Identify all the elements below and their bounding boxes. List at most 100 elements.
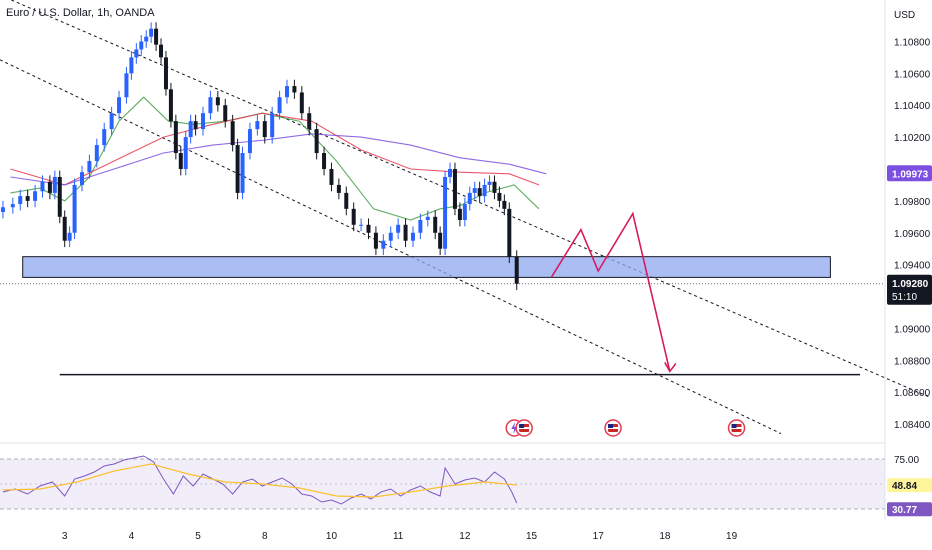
candle bbox=[117, 97, 122, 114]
rsi-ma-badge bbox=[887, 478, 932, 493]
candle bbox=[502, 200, 507, 209]
candle bbox=[329, 168, 334, 185]
candle bbox=[67, 232, 72, 241]
candle bbox=[477, 188, 482, 197]
channel-lower-line[interactable] bbox=[0, 49, 782, 435]
candle bbox=[129, 57, 134, 74]
candle bbox=[381, 240, 386, 249]
price-tick-label: 1.09600 bbox=[894, 229, 931, 240]
candle bbox=[173, 121, 178, 154]
candle bbox=[255, 121, 260, 130]
candle bbox=[57, 176, 62, 217]
candle bbox=[188, 121, 193, 138]
candle bbox=[144, 36, 149, 42]
time-tick-label: 11 bbox=[393, 531, 404, 542]
candle bbox=[277, 97, 282, 114]
candle bbox=[47, 181, 52, 193]
sma-mid-line bbox=[10, 112, 540, 186]
candle bbox=[351, 208, 356, 225]
candle bbox=[124, 73, 129, 98]
chart-title: Euro / U.S. Dollar, 1h, OANDA bbox=[6, 7, 155, 19]
candle bbox=[403, 224, 408, 241]
candle bbox=[134, 49, 139, 58]
time-tick-label: 17 bbox=[593, 531, 605, 542]
candle bbox=[507, 208, 512, 257]
candle bbox=[482, 184, 487, 197]
candle bbox=[40, 181, 45, 192]
candle bbox=[462, 204, 467, 220]
candle bbox=[344, 192, 349, 209]
time-tick-label: 15 bbox=[526, 531, 538, 542]
time-tick-label: 19 bbox=[726, 531, 738, 542]
candle bbox=[418, 220, 423, 233]
time-tick-label: 5 bbox=[195, 531, 201, 542]
time-tick-label: 4 bbox=[129, 531, 135, 542]
candle bbox=[270, 113, 275, 138]
candle bbox=[452, 168, 457, 209]
candle bbox=[79, 172, 84, 185]
candle bbox=[448, 168, 453, 177]
price-tick-label: 1.08400 bbox=[894, 420, 931, 431]
support-zone[interactable] bbox=[22, 256, 831, 278]
candle bbox=[154, 28, 159, 45]
projection-path[interactable] bbox=[550, 211, 671, 372]
price-tick-label: 1.09800 bbox=[894, 197, 931, 208]
ma-price-badge bbox=[887, 165, 932, 182]
candle bbox=[472, 188, 477, 193]
candle bbox=[159, 44, 164, 58]
candle bbox=[514, 256, 519, 284]
candle bbox=[322, 153, 327, 169]
candle bbox=[497, 192, 502, 201]
candle bbox=[178, 153, 183, 169]
candle bbox=[366, 224, 371, 233]
candle bbox=[62, 216, 67, 241]
time-tick-label: 18 bbox=[659, 531, 671, 542]
candle bbox=[33, 191, 38, 201]
price-tick-label: 1.08600 bbox=[894, 388, 931, 399]
rsi-tick-label: 75.00 bbox=[894, 455, 919, 466]
candle bbox=[388, 232, 393, 241]
us-flag-canton bbox=[608, 424, 614, 428]
candle bbox=[72, 184, 77, 233]
candle bbox=[307, 113, 312, 130]
candle bbox=[438, 232, 443, 249]
price-tick-label: 1.10800 bbox=[894, 37, 931, 48]
candle bbox=[396, 224, 401, 233]
candle bbox=[52, 176, 57, 193]
candle bbox=[457, 208, 462, 220]
candle bbox=[183, 137, 188, 169]
candle bbox=[139, 41, 144, 50]
candle bbox=[87, 161, 92, 173]
candle bbox=[433, 216, 438, 233]
candle bbox=[193, 121, 198, 130]
price-tick-label: 1.10600 bbox=[894, 69, 931, 80]
time-tick-label: 8 bbox=[262, 531, 268, 542]
candle bbox=[0, 207, 5, 213]
candle bbox=[10, 204, 15, 208]
candle bbox=[410, 232, 415, 241]
current-price-badge bbox=[887, 274, 932, 305]
rsi-ma-line bbox=[2, 463, 517, 498]
candle bbox=[314, 129, 319, 154]
lightning-icon bbox=[511, 422, 518, 434]
price-tick-label: 1.09400 bbox=[894, 261, 931, 272]
price-tick-label: 1.10200 bbox=[894, 133, 931, 144]
candle bbox=[247, 129, 252, 154]
ma-price-badge-text: 1.09973 bbox=[892, 169, 929, 180]
candle bbox=[149, 28, 154, 37]
price-tick-label: 1.10400 bbox=[894, 101, 931, 112]
candle bbox=[492, 181, 497, 193]
price-tick-label: 1.08800 bbox=[894, 356, 931, 367]
candle bbox=[299, 92, 304, 114]
candle bbox=[487, 181, 492, 185]
us-flag-canton bbox=[731, 424, 737, 428]
rsi-value-badge bbox=[887, 502, 932, 517]
candle bbox=[163, 57, 168, 90]
time-tick-label: 3 bbox=[62, 531, 68, 542]
candle bbox=[94, 145, 99, 162]
candle bbox=[168, 89, 173, 122]
time-tick-label: 12 bbox=[459, 531, 471, 542]
candle bbox=[373, 232, 378, 249]
